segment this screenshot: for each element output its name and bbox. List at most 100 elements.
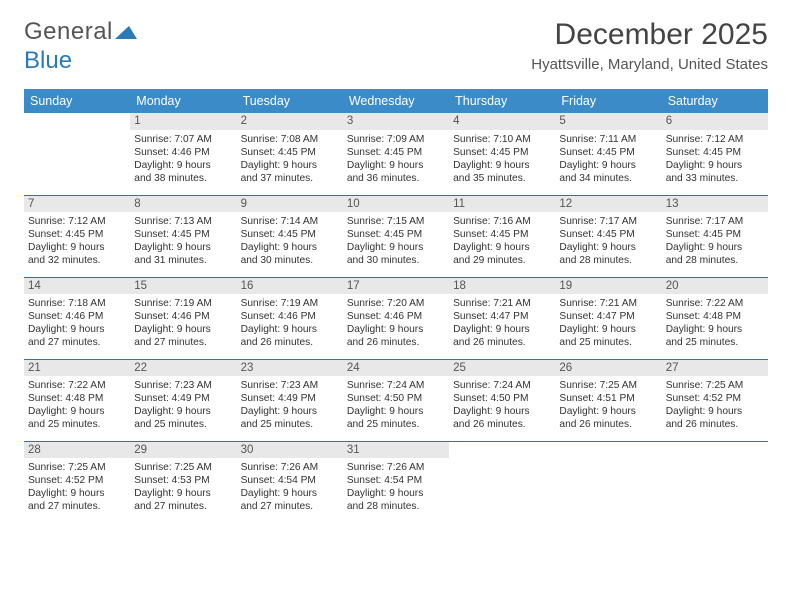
sunset-text: Sunset: 4:50 PM xyxy=(453,392,551,405)
daylight-text: and 37 minutes. xyxy=(241,172,339,185)
daylight-text: Daylight: 9 hours xyxy=(666,323,764,336)
sunrise-text: Sunrise: 7:25 AM xyxy=(134,461,232,474)
daylight-text: Daylight: 9 hours xyxy=(347,405,445,418)
sunset-text: Sunset: 4:45 PM xyxy=(666,146,764,159)
weekday-header: Friday xyxy=(555,89,661,113)
sunset-text: Sunset: 4:45 PM xyxy=(559,228,657,241)
day-number: 27 xyxy=(662,360,768,377)
sunrise-text: Sunrise: 7:17 AM xyxy=(559,215,657,228)
day-number: 21 xyxy=(24,360,130,377)
sunset-text: Sunset: 4:47 PM xyxy=(559,310,657,323)
day-number: 7 xyxy=(24,196,130,213)
day-number: 22 xyxy=(130,360,236,377)
logo-triangle-icon xyxy=(115,18,137,46)
sunset-text: Sunset: 4:45 PM xyxy=(453,228,551,241)
day-number: 6 xyxy=(662,113,768,130)
calendar-day-cell: . xyxy=(24,113,130,195)
calendar-day-cell: 21Sunrise: 7:22 AMSunset: 4:48 PMDayligh… xyxy=(24,359,130,441)
calendar-day-cell: 20 Sunrise: 7:22 AMSunset: 4:48 PMDayligh… xyxy=(662,277,768,359)
day-number: 25 xyxy=(449,360,555,377)
location-subtitle: Hyattsville, Maryland, United States xyxy=(531,56,768,73)
calendar-day-cell: 1Sunrise: 7:07 AMSunset: 4:46 PMDaylight… xyxy=(130,113,236,195)
daylight-text: Daylight: 9 hours xyxy=(347,323,445,336)
sunset-text: Sunset: 4:49 PM xyxy=(241,392,339,405)
sunrise-text: Sunrise: 7:22 AM xyxy=(28,379,126,392)
calendar-week-row: .1Sunrise: 7:07 AMSunset: 4:46 PMDayligh… xyxy=(24,113,768,195)
sunrise-text: Sunrise: 7:25 AM xyxy=(559,379,657,392)
day-number: 2 xyxy=(237,113,343,130)
daylight-text: Daylight: 9 hours xyxy=(241,487,339,500)
day-number: 5 xyxy=(555,113,661,130)
day-number: 15 xyxy=(130,278,236,295)
calendar-day-cell: 11Sunrise: 7:16 AMSunset: 4:45 PMDayligh… xyxy=(449,195,555,277)
sunrise-text: Sunrise: 7:22 AM xyxy=(666,297,764,310)
daylight-text: and 26 minutes. xyxy=(453,418,551,431)
daylight-text: and 25 minutes. xyxy=(666,336,764,349)
daylight-text: and 31 minutes. xyxy=(134,254,232,267)
day-number: 3 xyxy=(343,113,449,130)
calendar-day-cell: 27Sunrise: 7:25 AMSunset: 4:52 PMDayligh… xyxy=(662,359,768,441)
daylight-text: Daylight: 9 hours xyxy=(559,159,657,172)
sunrise-text: Sunrise: 7:17 AM xyxy=(666,215,764,228)
calendar-day-cell: 23Sunrise: 7:23 AMSunset: 4:49 PMDayligh… xyxy=(237,359,343,441)
calendar-day-cell: 25 Sunrise: 7:24 AMSunset: 4:50 PMDayligh… xyxy=(449,359,555,441)
daylight-text: Daylight: 9 hours xyxy=(347,487,445,500)
sunrise-text: Sunrise: 7:24 AM xyxy=(453,379,551,392)
daylight-text: Daylight: 9 hours xyxy=(453,405,551,418)
daylight-text: and 28 minutes. xyxy=(666,254,764,267)
daylight-text: Daylight: 9 hours xyxy=(347,241,445,254)
sunset-text: Sunset: 4:54 PM xyxy=(241,474,339,487)
sunset-text: Sunset: 4:49 PM xyxy=(134,392,232,405)
day-number: 13 xyxy=(662,196,768,213)
calendar-day-cell: 13Sunrise: 7:17 AMSunset: 4:45 PMDayligh… xyxy=(662,195,768,277)
weekday-header: Tuesday xyxy=(237,89,343,113)
sunrise-text: Sunrise: 7:21 AM xyxy=(453,297,551,310)
sunset-text: Sunset: 4:45 PM xyxy=(28,228,126,241)
weekday-header: Saturday xyxy=(662,89,768,113)
sunset-text: Sunset: 4:48 PM xyxy=(28,392,126,405)
weekday-header-row: Sunday Monday Tuesday Wednesday Thursday… xyxy=(24,89,768,113)
sunrise-text: Sunrise: 7:25 AM xyxy=(666,379,764,392)
calendar-week-row: 14Sunrise: 7:18 AMSunset: 4:46 PMDayligh… xyxy=(24,277,768,359)
sunrise-text: Sunrise: 7:21 AM xyxy=(559,297,657,310)
sunrise-text: Sunrise: 7:19 AM xyxy=(134,297,232,310)
calendar-day-cell: . xyxy=(555,441,661,523)
sunrise-text: Sunrise: 7:16 AM xyxy=(453,215,551,228)
day-number: 30 xyxy=(237,442,343,459)
day-number: 14 xyxy=(24,278,130,295)
daylight-text: Daylight: 9 hours xyxy=(453,323,551,336)
daylight-text: and 27 minutes. xyxy=(28,500,126,513)
sunset-text: Sunset: 4:46 PM xyxy=(28,310,126,323)
daylight-text: and 26 minutes. xyxy=(559,418,657,431)
calendar-day-cell: 24Sunrise: 7:24 AMSunset: 4:50 PMDayligh… xyxy=(343,359,449,441)
daylight-text: Daylight: 9 hours xyxy=(28,323,126,336)
daylight-text: Daylight: 9 hours xyxy=(666,241,764,254)
daylight-text: and 25 minutes. xyxy=(241,418,339,431)
sunrise-text: Sunrise: 7:26 AM xyxy=(241,461,339,474)
day-number: 1 xyxy=(130,113,236,130)
calendar-day-cell: 31Sunrise: 7:26 AMSunset: 4:54 PMDayligh… xyxy=(343,441,449,523)
sunrise-text: Sunrise: 7:07 AM xyxy=(134,133,232,146)
day-number: 23 xyxy=(237,360,343,377)
weekday-header: Sunday xyxy=(24,89,130,113)
daylight-text: Daylight: 9 hours xyxy=(134,241,232,254)
sunrise-text: Sunrise: 7:11 AM xyxy=(559,133,657,146)
sunset-text: Sunset: 4:46 PM xyxy=(241,310,339,323)
sunset-text: Sunset: 4:48 PM xyxy=(666,310,764,323)
day-number: 29 xyxy=(130,442,236,459)
sunset-text: Sunset: 4:45 PM xyxy=(241,228,339,241)
day-number: 16 xyxy=(237,278,343,295)
page-title: December 2025 xyxy=(531,18,768,52)
calendar-day-cell: 22Sunrise: 7:23 AMSunset: 4:49 PMDayligh… xyxy=(130,359,236,441)
daylight-text: and 26 minutes. xyxy=(666,418,764,431)
day-number: 10 xyxy=(343,196,449,213)
daylight-text: and 30 minutes. xyxy=(347,254,445,267)
day-number: 20 xyxy=(662,278,768,295)
calendar-day-cell: 9Sunrise: 7:14 AMSunset: 4:45 PMDaylight… xyxy=(237,195,343,277)
calendar-day-cell: 26Sunrise: 7:25 AMSunset: 4:51 PMDayligh… xyxy=(555,359,661,441)
sunrise-text: Sunrise: 7:25 AM xyxy=(28,461,126,474)
sunset-text: Sunset: 4:46 PM xyxy=(347,310,445,323)
calendar-table: Sunday Monday Tuesday Wednesday Thursday… xyxy=(24,89,768,523)
daylight-text: Daylight: 9 hours xyxy=(241,241,339,254)
daylight-text: and 26 minutes. xyxy=(347,336,445,349)
